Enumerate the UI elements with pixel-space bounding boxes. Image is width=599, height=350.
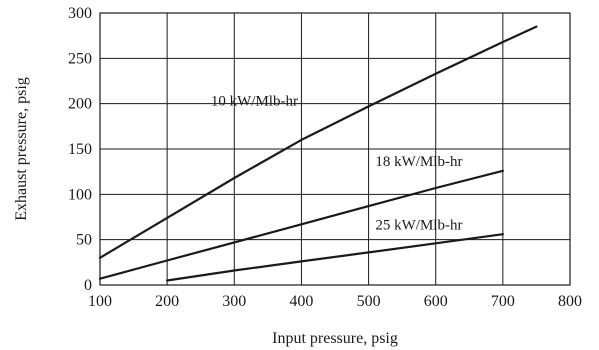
- y-tick-label: 150: [68, 141, 92, 158]
- series-lines: [98, 25, 538, 282]
- x-tick-label: 300: [222, 293, 246, 310]
- x-tick-label: 400: [289, 293, 313, 310]
- x-tick-label: 200: [155, 293, 179, 310]
- x-tick-label: 600: [424, 293, 448, 310]
- plot-frame: [99, 12, 571, 286]
- y-tick-label: 250: [68, 50, 92, 67]
- series-labels: 10 kW/Mlb-hr 18 kW/Mlb-hr 25 kW/Mlb-hr: [211, 93, 463, 233]
- series-line: [98, 25, 538, 259]
- series-label: 25 kW/Mlb-hr: [375, 218, 462, 234]
- series-line: [166, 233, 504, 282]
- y-tick-label: 300: [68, 5, 92, 22]
- series-label: 10 kW/Mlb-hr: [211, 93, 298, 109]
- y-axis-label: Exhaust pressure, psig: [13, 77, 30, 221]
- x-tick-label: 700: [491, 293, 515, 310]
- x-tick-label: 500: [357, 293, 381, 310]
- x-axis-label: Input pressure, psig: [272, 330, 398, 347]
- series-line: [98, 169, 504, 280]
- tick-labels: 100 200 300 400 500 600 700 800 0 50 100 150 200 250 3…: [68, 5, 582, 310]
- y-tick-label: 0: [84, 277, 92, 294]
- y-tick-label: 50: [76, 232, 92, 249]
- y-tick-label: 200: [68, 96, 92, 113]
- x-tick-label: 100: [88, 293, 112, 310]
- x-tick-label: 800: [558, 293, 582, 310]
- y-tick-label: 100: [68, 186, 92, 203]
- series-label: 18 kW/Mlb-hr: [375, 154, 462, 170]
- grid: [99, 12, 571, 286]
